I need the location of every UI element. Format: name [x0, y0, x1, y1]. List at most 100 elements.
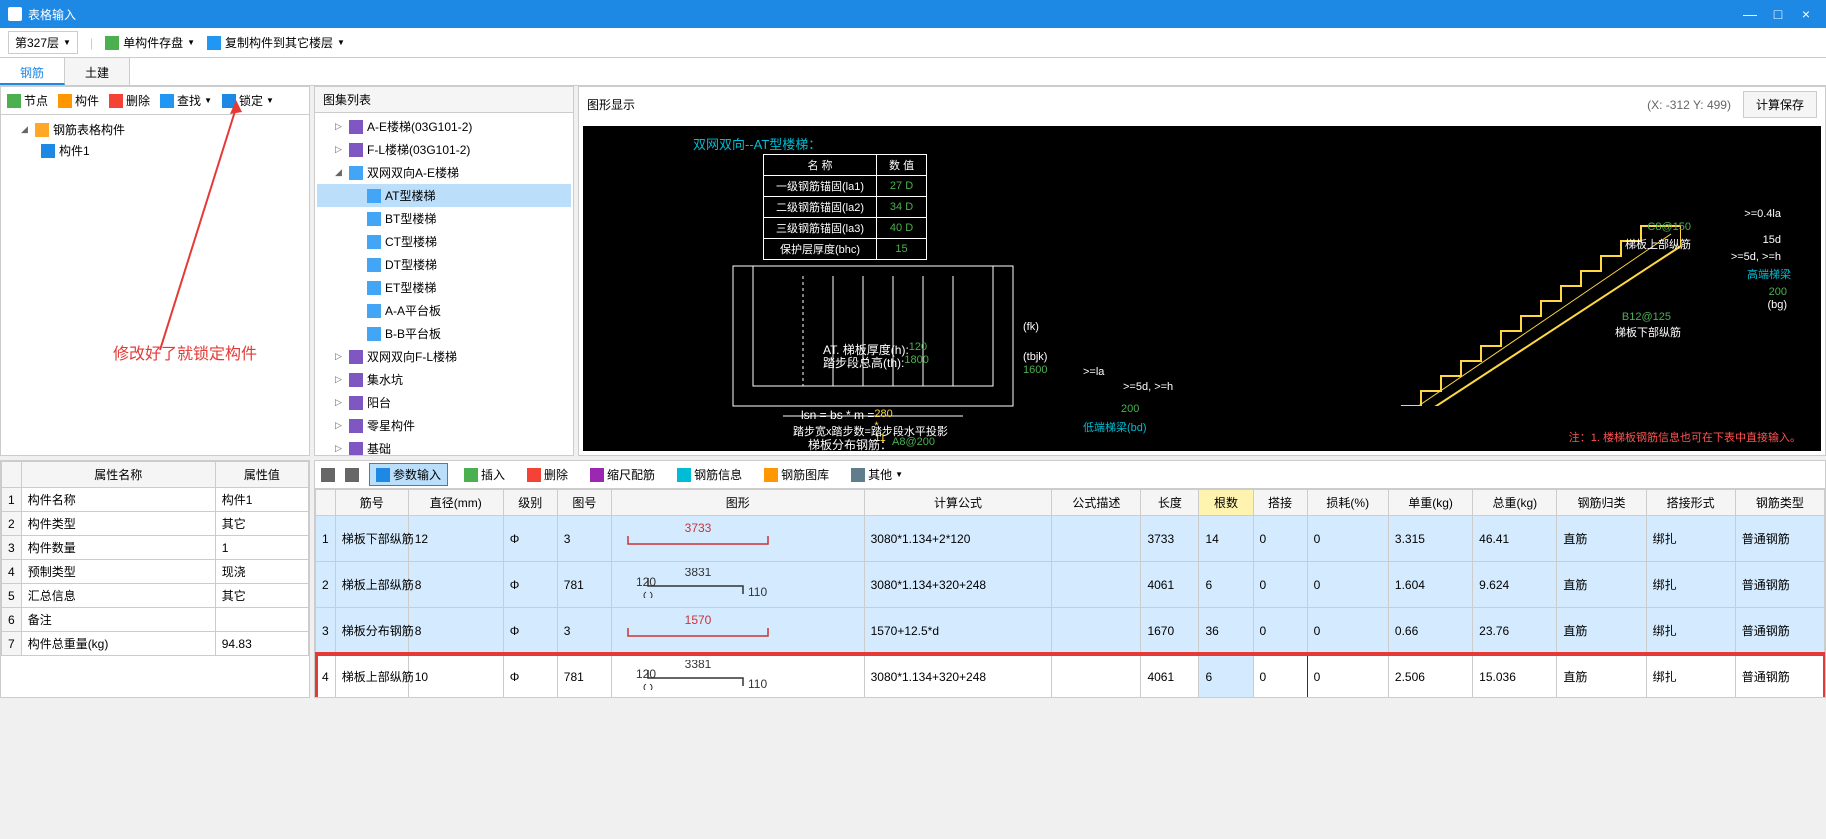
atlas-item[interactable]: ▷集水坑 — [317, 368, 571, 391]
doc-icon — [367, 304, 381, 318]
column-header[interactable]: 总重(kg) — [1473, 490, 1557, 516]
component-icon — [58, 94, 72, 108]
atlas-item[interactable]: CT型楼梯 — [317, 230, 571, 253]
scale-icon — [590, 468, 604, 482]
minimize-button[interactable]: — — [1738, 4, 1762, 24]
lock-icon — [222, 94, 236, 108]
column-header[interactable]: 图形 — [611, 490, 864, 516]
app-icon — [8, 7, 22, 21]
save-single-button[interactable]: 单构件存盘 ▼ — [105, 34, 195, 51]
tree-item-component1[interactable]: 构件1 — [5, 140, 305, 161]
atlas-item[interactable]: ET型楼梯 — [317, 276, 571, 299]
lock-icon — [41, 144, 55, 158]
calc-save-button[interactable]: 计算保存 — [1743, 91, 1817, 118]
insert-icon — [464, 468, 478, 482]
main-toolbar: 第327层 ▼ | 单构件存盘 ▼ 复制构件到其它楼层 ▼ — [0, 28, 1826, 58]
tab-rebar[interactable]: 钢筋 — [0, 58, 65, 85]
atlas-item[interactable]: BT型楼梯 — [317, 207, 571, 230]
titlebar: 表格输入 — □ × — [0, 0, 1826, 28]
atlas-item[interactable]: ▷A-E楼梯(03G101-2) — [317, 115, 571, 138]
scale-rebar-button[interactable]: 缩尺配筋 — [584, 464, 661, 485]
svg-text:110: 110 — [748, 585, 767, 598]
column-header[interactable]: 钢筋类型 — [1735, 490, 1824, 516]
property-row[interactable]: 4预制类型现浇 — [2, 560, 309, 584]
dropdown-caret-icon: ▼ — [187, 38, 195, 47]
node-button[interactable]: 节点 — [7, 92, 48, 109]
tree-caret-icon: ▷ — [335, 443, 345, 454]
find-button[interactable]: 查找▼ — [160, 92, 212, 109]
column-header[interactable]: 根数 — [1199, 490, 1253, 516]
column-header[interactable]: 公式描述 — [1052, 490, 1141, 516]
component-button[interactable]: 构件 — [58, 92, 99, 109]
property-row[interactable]: 2构件类型其它 — [2, 512, 309, 536]
tree-caret-icon: ▷ — [335, 397, 345, 408]
find-icon — [160, 94, 174, 108]
property-row[interactable]: 3构件数量1 — [2, 536, 309, 560]
tab-civil[interactable]: 土建 — [65, 58, 130, 85]
column-header[interactable]: 级别 — [503, 490, 557, 516]
floor-dropdown[interactable]: 第327层 ▼ — [8, 31, 78, 54]
lock-button[interactable]: 锁定▼ — [222, 92, 274, 109]
count-cell[interactable]: 36 — [1199, 608, 1253, 654]
count-cell[interactable]: 6 — [1199, 654, 1253, 698]
column-header[interactable]: 计算公式 — [864, 490, 1052, 516]
close-button[interactable]: × — [1794, 4, 1818, 24]
tree-caret-icon: ▷ — [335, 374, 345, 385]
property-row[interactable]: 1构件名称构件1 — [2, 488, 309, 512]
dropdown-caret-icon: ▼ — [204, 96, 212, 105]
column-header[interactable]: 筋号 — [335, 490, 408, 516]
atlas-item[interactable]: DT型楼梯 — [317, 253, 571, 276]
atlas-item[interactable]: AT型楼梯 — [317, 184, 571, 207]
tree-caret-icon: ▷ — [335, 420, 345, 431]
book-icon — [349, 120, 363, 134]
column-header[interactable]: 损耗(%) — [1307, 490, 1388, 516]
atlas-item[interactable]: ▷F-L楼梯(03G101-2) — [317, 138, 571, 161]
copy-to-floors-button[interactable]: 复制构件到其它楼层 ▼ — [207, 34, 345, 51]
tree-caret-icon: ▷ — [335, 351, 345, 362]
atlas-item[interactable]: ▷基础 — [317, 437, 571, 455]
diagram-panel-title: 图形显示 — [587, 96, 635, 113]
insert-button[interactable]: 插入 — [458, 464, 511, 485]
doc-icon — [367, 235, 381, 249]
atlas-item[interactable]: ◢双网双向A-E楼梯 — [317, 161, 571, 184]
table-row[interactable]: 2梯板上部纵筋8Φ78138311201103080*1.134+320+248… — [316, 562, 1825, 608]
table-row[interactable]: 1梯板下部纵筋12Φ337333080*1.134+2*120373314003… — [316, 516, 1825, 562]
arrow-right-icon[interactable] — [345, 468, 359, 482]
arrow-left-icon[interactable] — [321, 468, 335, 482]
table-row[interactable]: 3梯板分布钢筋8Φ315701570+12.5*d167036000.6623.… — [316, 608, 1825, 654]
dropdown-caret-icon: ▼ — [63, 38, 71, 47]
info-icon — [677, 468, 691, 482]
tree-caret-icon: ▷ — [335, 121, 345, 132]
other-button[interactable]: 其他▼ — [845, 464, 909, 485]
property-row[interactable]: 7构件总重量(kg)94.83 — [2, 632, 309, 656]
count-cell[interactable]: 14 — [1199, 516, 1253, 562]
rebar-lib-button[interactable]: 钢筋图库 — [758, 464, 835, 485]
column-header[interactable]: 单重(kg) — [1388, 490, 1472, 516]
column-header[interactable]: 搭接 — [1253, 490, 1307, 516]
tree-root[interactable]: ◢ 钢筋表格构件 — [5, 119, 305, 140]
maximize-button[interactable]: □ — [1766, 4, 1790, 24]
rebar-info-button[interactable]: 钢筋信息 — [671, 464, 748, 485]
column-header[interactable]: 钢筋归类 — [1557, 490, 1646, 516]
column-header[interactable]: 长度 — [1141, 490, 1199, 516]
delete-button[interactable]: 删除 — [109, 92, 150, 109]
table-row[interactable]: 4梯板上部纵筋10Φ78133811201103080*1.134+320+24… — [316, 654, 1825, 698]
param-input-button[interactable]: 参数输入 — [369, 463, 448, 486]
property-row[interactable]: 5汇总信息其它 — [2, 584, 309, 608]
atlas-item[interactable]: ▷双网双向F-L楼梯 — [317, 345, 571, 368]
column-header[interactable]: 直径(mm) — [408, 490, 503, 516]
atlas-item[interactable]: ▷阳台 — [317, 391, 571, 414]
atlas-item[interactable]: ▷零星构件 — [317, 414, 571, 437]
dropdown-caret-icon: ▼ — [266, 96, 274, 105]
book-icon — [349, 350, 363, 364]
atlas-item[interactable]: A-A平台板 — [317, 299, 571, 322]
column-header[interactable]: 图号 — [557, 490, 611, 516]
svg-text:110: 110 — [748, 677, 767, 690]
component-tree: ◢ 钢筋表格构件 构件1 — [1, 115, 309, 455]
delete-row-button[interactable]: 删除 — [521, 464, 574, 485]
dropdown-caret-icon: ▼ — [895, 470, 903, 479]
count-cell[interactable]: 6 — [1199, 562, 1253, 608]
atlas-item[interactable]: B-B平台板 — [317, 322, 571, 345]
property-row[interactable]: 6备注 — [2, 608, 309, 632]
column-header[interactable]: 搭接形式 — [1646, 490, 1735, 516]
